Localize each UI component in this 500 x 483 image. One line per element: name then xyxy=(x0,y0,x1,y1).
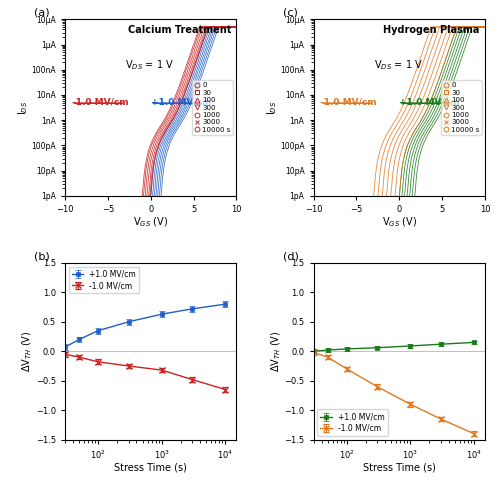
Text: (d): (d) xyxy=(282,252,298,261)
Text: -1.0 MV/cm: -1.0 MV/cm xyxy=(320,97,377,106)
Text: (a): (a) xyxy=(34,8,50,18)
Text: Hydrogen Plasma: Hydrogen Plasma xyxy=(384,25,480,35)
Y-axis label: ΔV$_{TH}$ (V): ΔV$_{TH}$ (V) xyxy=(21,330,34,372)
X-axis label: V$_{GS}$ (V): V$_{GS}$ (V) xyxy=(382,215,417,229)
Y-axis label: I$_{DS}$: I$_{DS}$ xyxy=(16,100,30,115)
Text: (c): (c) xyxy=(282,8,298,18)
X-axis label: Stress Time (s): Stress Time (s) xyxy=(114,462,187,472)
X-axis label: Stress Time (s): Stress Time (s) xyxy=(363,462,436,472)
Text: V$_{DS}$ = 1 V: V$_{DS}$ = 1 V xyxy=(374,58,422,72)
Text: +1.0 MV/cm: +1.0 MV/cm xyxy=(150,97,211,106)
Text: +1.0 MV/cm: +1.0 MV/cm xyxy=(400,97,460,106)
Text: (b): (b) xyxy=(34,252,50,261)
Y-axis label: ΔV$_{TH}$ (V): ΔV$_{TH}$ (V) xyxy=(270,330,283,372)
Text: -1.0 MV/cm: -1.0 MV/cm xyxy=(72,97,128,106)
Text: V$_{DS}$ = 1 V: V$_{DS}$ = 1 V xyxy=(125,58,174,72)
Legend: +1.0 MV/cm, -1.0 MV/cm: +1.0 MV/cm, -1.0 MV/cm xyxy=(318,409,388,436)
Legend: 0, 30, 100, 300, 1000, 3000, 10000 s: 0, 30, 100, 300, 1000, 3000, 10000 s xyxy=(192,80,233,135)
Legend: +1.0 MV/cm, -1.0 MV/cm: +1.0 MV/cm, -1.0 MV/cm xyxy=(69,267,139,293)
X-axis label: V$_{GS}$ (V): V$_{GS}$ (V) xyxy=(133,215,168,229)
Text: Calcium Treatment: Calcium Treatment xyxy=(128,25,232,35)
Y-axis label: I$_{DS}$: I$_{DS}$ xyxy=(264,100,278,115)
Legend: 0, 30, 100, 300, 1000, 3000, 10000 s: 0, 30, 100, 300, 1000, 3000, 10000 s xyxy=(440,80,482,135)
